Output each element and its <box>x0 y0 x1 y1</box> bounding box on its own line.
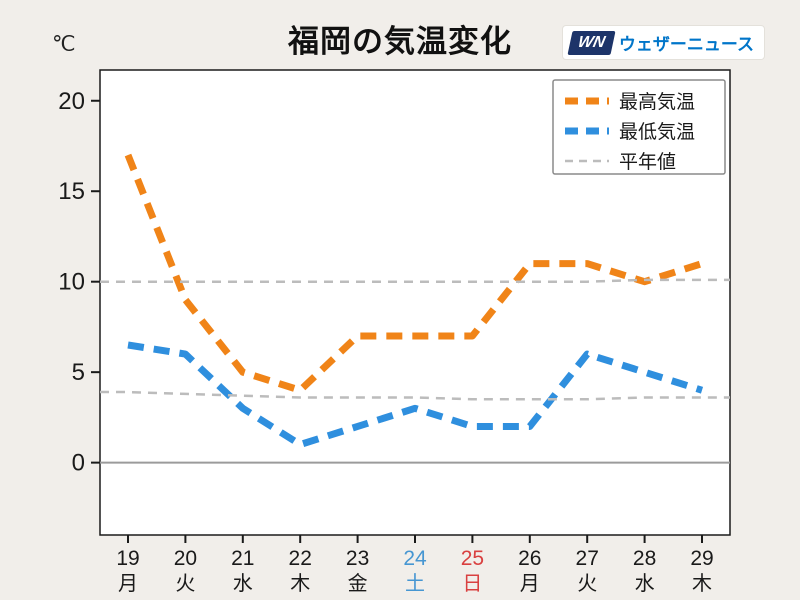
x-weekday-label: 水 <box>635 572 655 595</box>
x-day-label: 27 <box>576 547 599 570</box>
x-day-label: 26 <box>518 547 541 570</box>
x-weekday-label: 火 <box>175 573 195 595</box>
x-weekday-label: 木 <box>290 572 310 595</box>
y-tick-label: 5 <box>72 359 85 386</box>
y-tick-label: 10 <box>58 269 85 296</box>
x-weekday-label: 月 <box>118 573 138 595</box>
x-day-label: 24 <box>403 547 427 570</box>
y-tick-label: 0 <box>72 450 85 477</box>
x-day-label: 28 <box>633 547 656 570</box>
wn-logo-icon: WN <box>567 30 616 55</box>
max-temp-line <box>124 153 704 394</box>
x-weekday-label: 日 <box>462 573 482 595</box>
x-weekday-label: 土 <box>405 572 425 595</box>
x-weekday-label: 木 <box>692 572 712 595</box>
x-weekday-label: 水 <box>233 572 253 595</box>
x-weekday-label: 金 <box>348 572 368 595</box>
y-tick-label: 20 <box>58 88 85 115</box>
logo-text: ウェザーニュース <box>618 35 754 54</box>
x-day-label: 21 <box>231 547 254 570</box>
x-day-label: 22 <box>289 547 312 570</box>
normal-min-line <box>100 390 730 401</box>
min-temp-line <box>127 341 704 449</box>
y-axis-unit-label: ℃ <box>52 33 76 56</box>
x-day-label: 25 <box>461 547 484 570</box>
legend-label: 最低気温 <box>619 121 695 143</box>
x-weekday-label: 火 <box>577 573 597 595</box>
page-title: 福岡の気温変化 <box>288 24 512 59</box>
y-tick-label: 15 <box>58 178 85 205</box>
legend-label: 最高気温 <box>619 91 695 113</box>
legend-label: 平年値 <box>619 151 676 173</box>
normal-max-line <box>100 278 730 283</box>
x-weekday-label: 月 <box>520 573 540 595</box>
x-day-label: 23 <box>346 547 369 570</box>
x-day-label: 20 <box>174 547 197 570</box>
weathernews-logo: WN ウェザーニュース <box>563 26 764 59</box>
x-day-label: 19 <box>116 547 139 570</box>
x-day-label: 29 <box>690 547 713 570</box>
